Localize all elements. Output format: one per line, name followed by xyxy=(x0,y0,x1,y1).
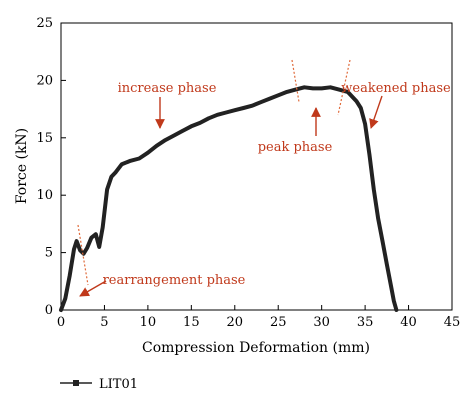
data-point xyxy=(385,262,389,266)
data-point xyxy=(78,248,82,252)
data-point xyxy=(128,159,133,163)
data-point xyxy=(354,99,358,103)
data-point xyxy=(207,116,211,120)
x-tick-label: 10 xyxy=(140,315,157,330)
data-point xyxy=(72,247,76,251)
data-point xyxy=(224,110,228,115)
data-point xyxy=(241,106,246,110)
data-point xyxy=(359,106,363,110)
x-tick-label: 20 xyxy=(227,315,244,330)
data-point xyxy=(259,100,263,104)
data-point xyxy=(59,308,63,312)
x-tick-label: 45 xyxy=(444,315,461,330)
annotation-increase-phase: increase phase xyxy=(118,81,217,96)
annotation-weakened-phase: weakened phase xyxy=(341,81,451,96)
data-point xyxy=(137,156,141,161)
data-point xyxy=(163,138,167,142)
data-point xyxy=(181,129,185,133)
data-point xyxy=(101,225,105,229)
legend-marker-icon xyxy=(73,380,79,386)
y-tick-label: 25 xyxy=(36,16,53,31)
data-point xyxy=(109,175,113,179)
x-tick-label: 40 xyxy=(400,315,417,330)
data-point xyxy=(363,122,367,126)
peak-end-boundary-line xyxy=(337,59,351,116)
x-axis-ticks: 0 5 10 15 20 25 30 35 40 45 xyxy=(57,305,460,330)
x-axis-label: Compression Deformation (mm) xyxy=(142,340,370,356)
data-point xyxy=(346,90,350,94)
data-point xyxy=(94,232,98,236)
data-point xyxy=(146,151,150,155)
y-tick-label: 10 xyxy=(36,188,53,203)
data-point xyxy=(68,274,72,278)
x-tick-label: 5 xyxy=(100,315,108,330)
rearrangement-phase-arrow xyxy=(79,280,107,297)
x-tick-label: 30 xyxy=(313,315,330,330)
x-tick-label: 0 xyxy=(57,315,65,330)
data-point xyxy=(276,93,280,97)
y-tick-label: 5 xyxy=(45,246,53,261)
y-axis-label: Force (kN) xyxy=(14,128,30,204)
data-point xyxy=(328,85,332,89)
data-point xyxy=(367,153,372,157)
data-point xyxy=(215,113,219,117)
data-point xyxy=(189,124,193,128)
data-point xyxy=(267,97,272,101)
data-point xyxy=(380,239,385,243)
data-point xyxy=(285,90,289,94)
data-point xyxy=(89,236,93,240)
data-point xyxy=(376,216,380,220)
data-point xyxy=(250,104,254,108)
data-point xyxy=(155,144,159,148)
data-point xyxy=(120,162,124,166)
plot-frame xyxy=(60,22,453,311)
data-point xyxy=(198,121,202,125)
series-layer xyxy=(59,85,399,312)
data-point xyxy=(302,85,306,89)
data-point xyxy=(97,245,101,249)
y-tick-label: 20 xyxy=(36,73,53,88)
data-point xyxy=(320,86,324,90)
data-point xyxy=(394,308,398,312)
legend: LIT01 xyxy=(60,377,138,392)
data-point xyxy=(105,187,109,192)
weakened-phase-arrow xyxy=(369,95,383,129)
data-point xyxy=(233,108,237,112)
annotation-peak-phase: peak phase xyxy=(258,140,333,155)
data-point xyxy=(114,170,118,174)
x-tick-label: 25 xyxy=(270,315,287,330)
data-point xyxy=(172,133,176,138)
data-point xyxy=(389,285,393,289)
y-axis-ticks: 0 5 10 15 20 25 xyxy=(36,16,66,318)
data-point xyxy=(85,246,89,250)
data-point xyxy=(337,88,341,92)
data-point xyxy=(311,86,315,90)
data-point xyxy=(63,296,67,301)
peak-start-boundary-line xyxy=(291,59,300,103)
x-tick-label: 35 xyxy=(357,315,374,330)
data-point xyxy=(372,187,376,192)
annotation-rearrangement-phase: rearrangement phase xyxy=(103,273,246,288)
x-tick-label: 15 xyxy=(183,315,200,330)
y-tick-label: 0 xyxy=(45,303,53,318)
legend-entry: LIT01 xyxy=(99,377,138,392)
data-point xyxy=(392,299,396,303)
data-point xyxy=(75,239,79,243)
y-tick-label: 15 xyxy=(36,131,53,146)
